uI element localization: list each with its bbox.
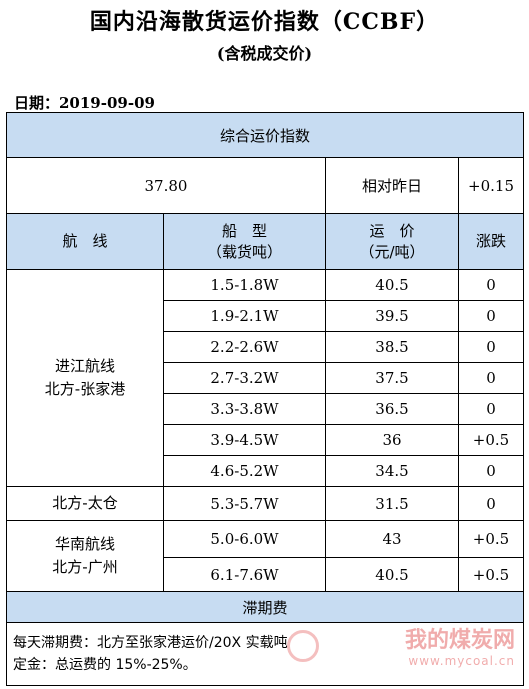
price-cell: 37.5 bbox=[325, 362, 459, 394]
change-cell: 0 bbox=[457, 455, 525, 487]
table-row: 3.3-3.8W 36.5 0 bbox=[7, 393, 525, 425]
table-row: 北方-太仓 5.3-5.7W 31.5 0 bbox=[6, 486, 525, 521]
table-row: 华南航线 北方-广州 5.0-6.0W 43 +0.5 bbox=[6, 520, 525, 592]
report-date: 日期：2019-09-09 bbox=[14, 94, 155, 112]
price-cell: 34.5 bbox=[325, 455, 459, 487]
change-cell: 0 bbox=[457, 331, 525, 363]
composite-index-value: 37.80 bbox=[6, 157, 326, 214]
ship-type-cell: 2.7-3.2W bbox=[163, 362, 326, 394]
demurrage-fee-note: 每天滞期费：北方至张家港运价/20X 实载吨 bbox=[13, 635, 288, 651]
change-cell: +0.5 bbox=[457, 557, 525, 592]
ship-type-cell: 1.9-2.1W bbox=[163, 300, 326, 332]
col-header-ship-type: 船 型（载货吨） bbox=[163, 213, 326, 270]
change-cell: 0 bbox=[457, 362, 525, 394]
ship-type-cell: 6.1-7.6W bbox=[163, 557, 326, 592]
table-row: 4.6-5.2W 34.5 0 bbox=[7, 455, 525, 487]
col-header-price: 运 价（元/吨） bbox=[325, 213, 459, 270]
change-label: 相对昨日 bbox=[325, 157, 459, 214]
ship-type-cell: 3.9-4.5W bbox=[163, 424, 326, 456]
change-cell: +0.5 bbox=[457, 520, 525, 558]
price-cell: 31.5 bbox=[325, 486, 459, 521]
price-cell: 36 bbox=[325, 424, 459, 456]
change-cell: 0 bbox=[457, 300, 525, 332]
change-cell: 0 bbox=[457, 269, 525, 301]
price-cell: 40.5 bbox=[325, 557, 459, 592]
ship-type-cell: 5.0-6.0W bbox=[163, 520, 326, 558]
route-cell: 北方-太仓 bbox=[6, 486, 164, 521]
route-cell: 华南航线 北方-广州 bbox=[6, 520, 164, 592]
freight-index-table: 综合运价指数 37.80 相对昨日 +0.15 航 线 船 型（载货吨） 运 价… bbox=[5, 112, 525, 686]
price-cell: 38.5 bbox=[325, 331, 459, 363]
change-cell: +0.5 bbox=[457, 424, 525, 456]
page-subtitle: (含税成交价) bbox=[216, 44, 313, 63]
table-row: 1.9-2.1W 39.5 0 bbox=[7, 300, 525, 332]
table-row: 进江航线 北方-张家港 1.5-1.8W 40.5 0 bbox=[6, 269, 525, 487]
ship-type-cell: 2.2-2.6W bbox=[163, 331, 326, 363]
table-row: 3.9-4.5W 36 +0.5 bbox=[7, 424, 525, 456]
ship-type-cell: 1.5-1.8W bbox=[163, 269, 326, 301]
col-header-route: 航 线 bbox=[6, 213, 164, 270]
col-header-change: 涨跌 bbox=[457, 213, 525, 270]
route-cell: 进江航线 北方-张家港 bbox=[6, 269, 164, 487]
table-row: 6.1-7.6W 40.5 +0.5 bbox=[7, 557, 525, 592]
price-cell: 36.5 bbox=[325, 393, 459, 425]
price-cell: 40.5 bbox=[325, 269, 459, 301]
price-cell: 43 bbox=[325, 520, 459, 558]
change-cell: 0 bbox=[457, 393, 525, 425]
demurrage-notes: 每天滞期费：北方至张家港运价/20X 实载吨 定金：总运费的 15%-25%。 bbox=[5, 622, 525, 686]
price-cell: 39.5 bbox=[325, 300, 459, 332]
ship-type-cell: 4.6-5.2W bbox=[163, 455, 326, 487]
watermark-logo-icon bbox=[287, 630, 319, 662]
page-title: 国内沿海散货运价指数（CCBF） bbox=[89, 9, 440, 35]
ship-type-cell: 5.3-5.7W bbox=[163, 486, 326, 521]
table-row: 2.7-3.2W 37.5 0 bbox=[7, 362, 525, 394]
ship-type-cell: 3.3-3.8W bbox=[163, 393, 326, 425]
deposit-note: 定金：总运费的 15%-25%。 bbox=[13, 657, 197, 673]
composite-index-label: 综合运价指数 bbox=[5, 112, 525, 158]
composite-index-change: +0.15 bbox=[457, 157, 525, 214]
change-cell: 0 bbox=[457, 486, 525, 521]
demurrage-label: 滞期费 bbox=[5, 591, 525, 623]
